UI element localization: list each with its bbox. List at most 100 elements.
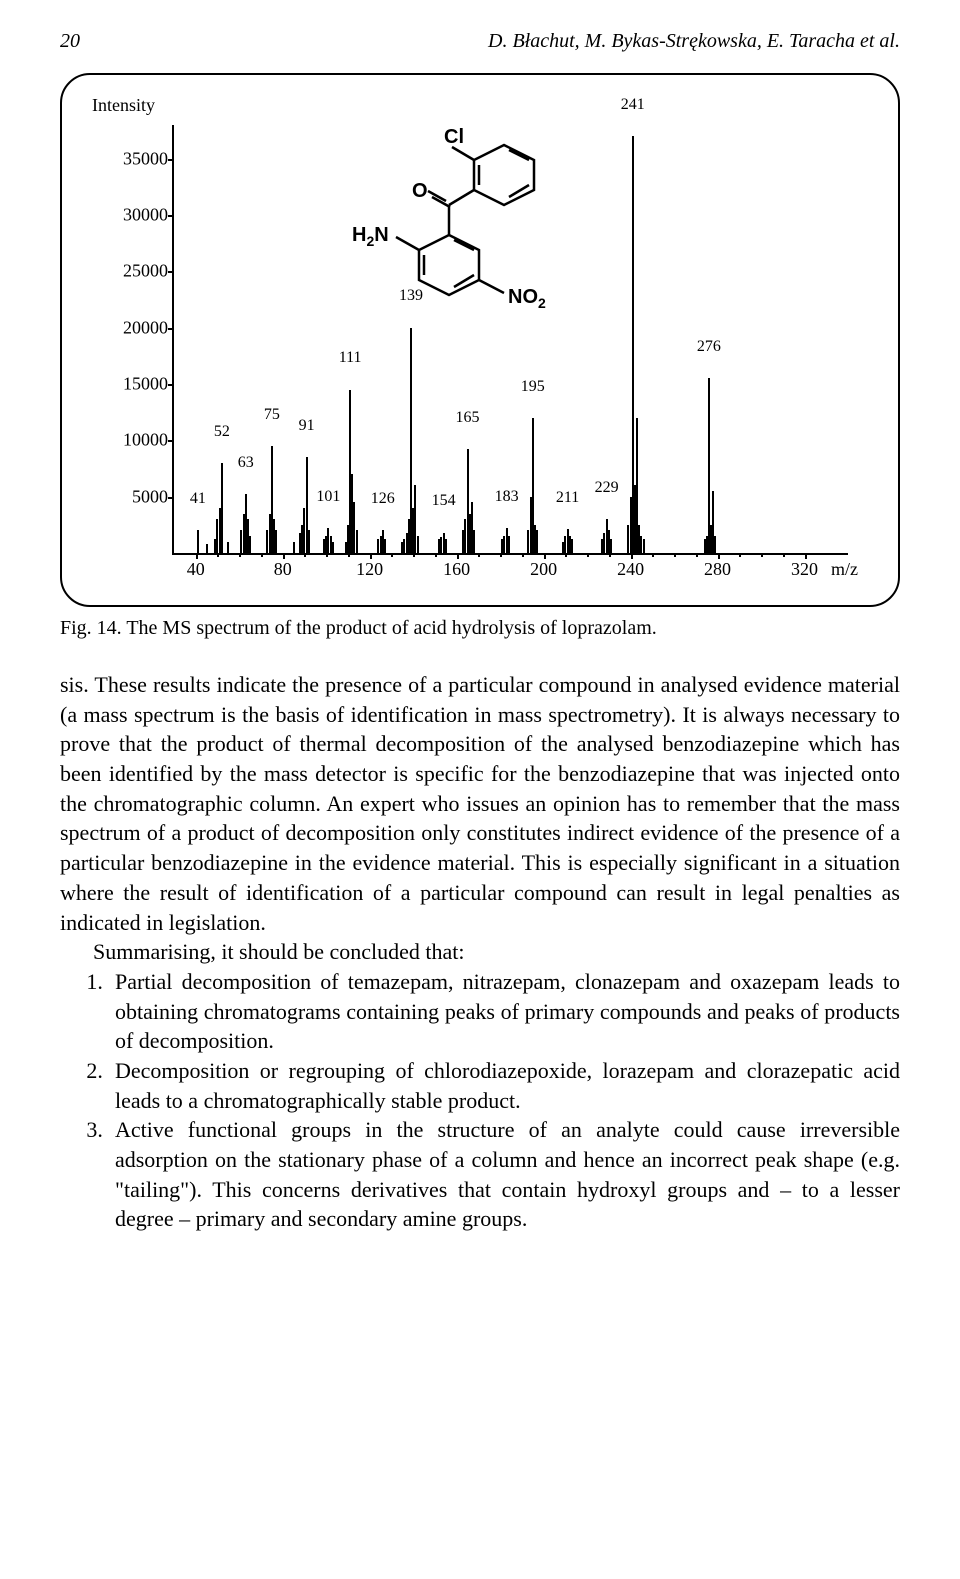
x-tick-label: 200 [530,553,557,580]
x-tick [761,553,763,557]
noise-peak [249,536,251,553]
page-number: 20 [60,30,80,53]
x-tick [413,553,415,557]
noise-peak [571,539,573,553]
y-tick-label: 30000 [98,205,174,226]
molecule-cl-label: Cl [444,126,464,148]
y-tick-label: 15000 [98,374,174,395]
noise-peak [293,542,295,553]
molecule-no2-label: NO2 [508,286,546,311]
x-tick [609,553,611,557]
y-axis-label: Intensity [92,95,155,116]
peak [410,328,412,553]
peak [708,378,710,553]
peak-label: 276 [697,338,721,356]
x-tick-label: 280 [704,553,731,580]
noise-peak [508,536,510,553]
peak-label: 75 [264,406,280,424]
summary-item-1: Partial decomposition of temazepam, nitr… [108,967,900,1056]
noise-peak [643,539,645,553]
noise-peak [473,530,475,553]
peak [567,529,569,553]
x-tick-label: 160 [443,553,470,580]
peak [443,533,445,553]
x-tick [326,553,328,557]
noise-peak [275,530,277,553]
y-tick-label: 25000 [98,261,174,282]
noise-peak [332,542,334,553]
noise-peak [227,542,229,553]
peak [532,418,534,553]
molecule-o-label: O [412,180,428,202]
noise-peak [356,530,358,553]
y-tick-label: 20000 [98,317,174,338]
peak [197,530,199,553]
peak [606,519,608,553]
x-tick [478,553,480,557]
body-text: sis. These results indicate the presence… [60,670,900,967]
noise-peak [384,539,386,553]
peak [306,457,308,553]
x-tick-label: 320 [791,553,818,580]
summary-list: Partial decomposition of temazepam, nitr… [60,967,900,1234]
peak [467,449,469,553]
peak-label: 111 [339,349,362,367]
peak-label: 211 [556,489,579,507]
molecule-structure: Cl O H2N NO2 [334,125,594,325]
peak-label: 183 [495,488,519,506]
peak-label: 41 [190,490,206,508]
x-tick [565,553,567,557]
peak-label: 229 [595,479,619,497]
y-tick-label: 35000 [98,148,174,169]
x-tick [391,553,393,557]
peak-label: 91 [299,417,315,435]
y-tick-label: 10000 [98,430,174,451]
paragraph-1: sis. These results indicate the presence… [60,670,900,937]
noise-peak [445,539,447,553]
y-tick-label: 5000 [98,486,174,507]
x-tick [304,553,306,557]
peak [221,463,223,553]
x-tick [674,553,676,557]
x-tick [435,553,437,557]
peak [327,528,329,553]
x-tick [239,553,241,557]
peak [382,530,384,553]
summary-item-3: Active functional groups in the structur… [108,1115,900,1234]
x-tick [652,553,654,557]
x-tick [696,553,698,557]
peak [632,136,634,553]
peak-label: 101 [316,488,340,506]
x-tick [783,553,785,557]
x-tick [522,553,524,557]
page-header: 20 D. Błachut, M. Bykas-Strękowska, E. T… [60,30,900,53]
x-tick [739,553,741,557]
peak [349,390,351,553]
noise-peak [610,539,612,553]
peak-label: 241 [621,96,645,114]
peak-label: 154 [432,492,456,510]
noise-peak [417,536,419,553]
x-tick-label: 80 [274,553,292,580]
x-tick [348,553,350,557]
peak-label: 195 [521,378,545,396]
peak-label: 139 [399,287,423,305]
peak-label: 126 [371,490,395,508]
paragraph-2: Summarising, it should be concluded that… [60,937,900,967]
x-tick [261,553,263,557]
x-axis-unit: m/z [831,553,858,580]
peak [271,446,273,553]
x-tick [217,553,219,557]
peak [506,528,508,553]
x-tick-label: 120 [356,553,383,580]
x-tick [500,553,502,557]
noise-peak [308,530,310,553]
noise-peak [536,530,538,553]
summary-item-2: Decomposition or regrouping of chlorodia… [108,1056,900,1115]
x-tick-label: 240 [617,553,644,580]
peak-label: 63 [238,454,254,472]
running-head: D. Błachut, M. Bykas-Strękowska, E. Tara… [488,30,900,53]
spectrum-plot: Cl O H2N NO2 m/z 50001000015000200002500… [172,125,848,555]
peak-label: 165 [456,409,480,427]
peak-label: 52 [214,423,230,441]
